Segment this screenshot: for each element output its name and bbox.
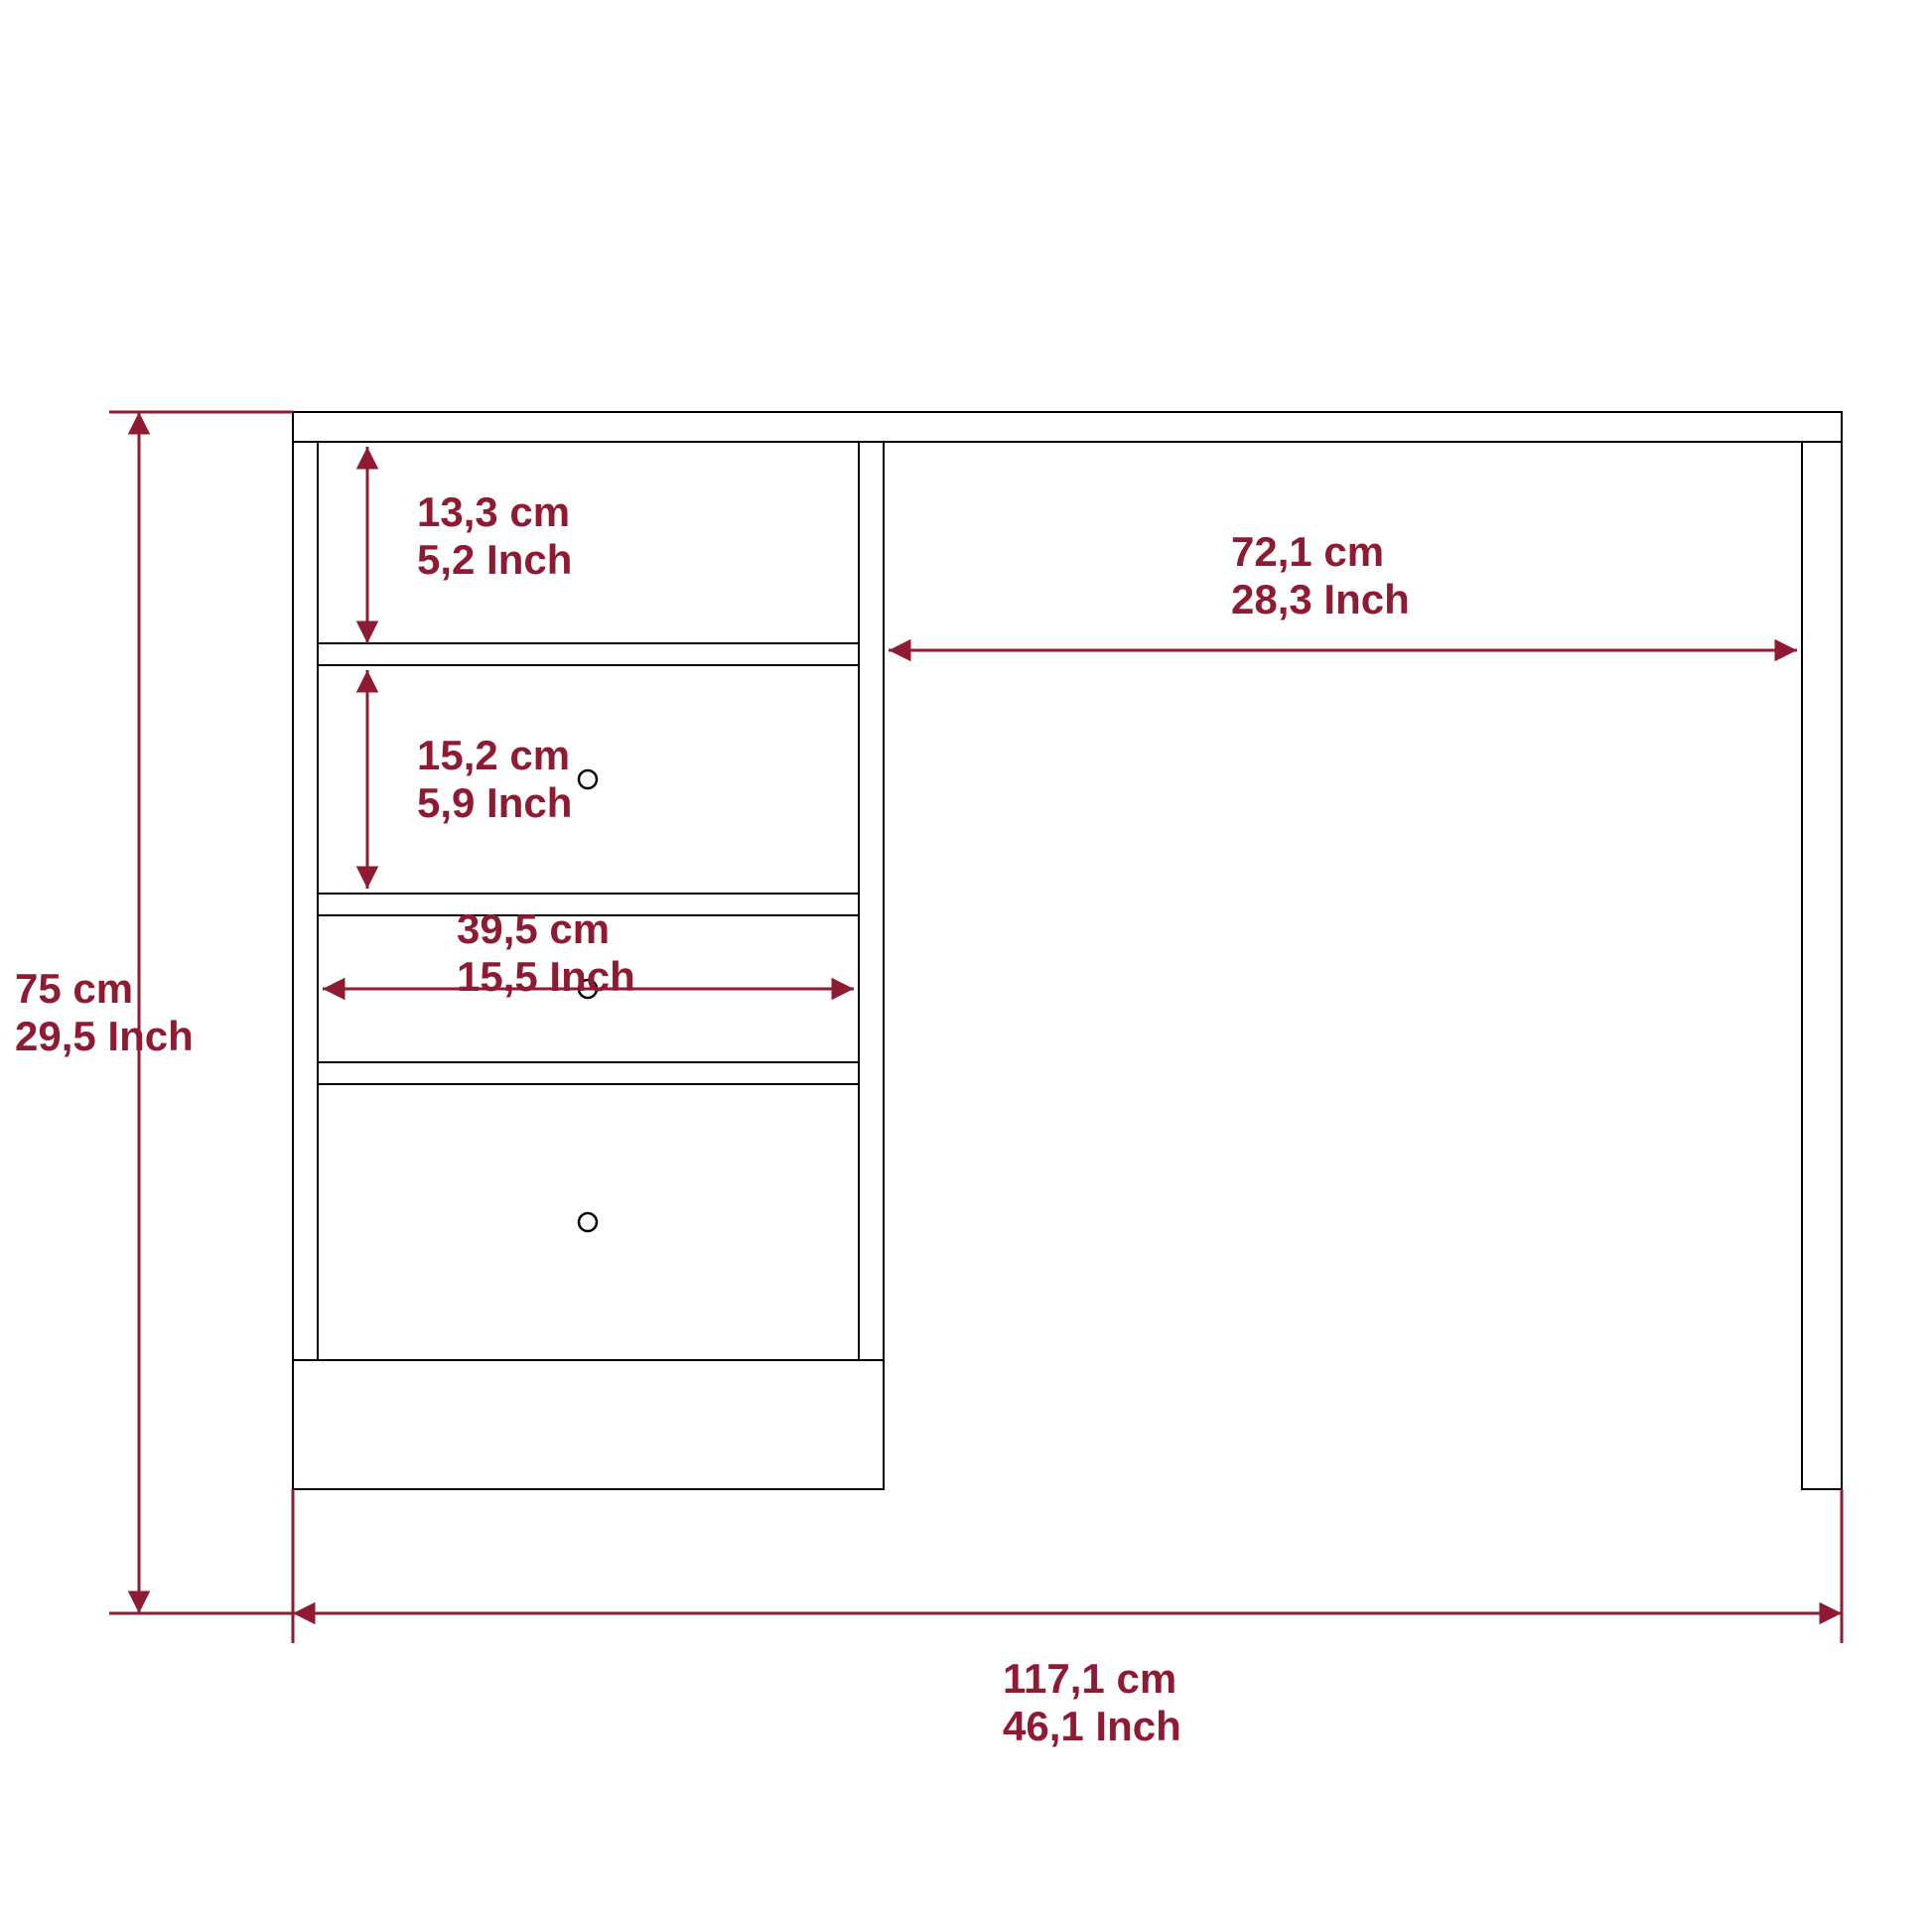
dimension-labels: 75 cm 29,5 Inch 117,1 cm 46,1 Inch 13,3 … bbox=[15, 488, 1410, 1749]
dim-shelf-cm: 13,3 cm bbox=[417, 488, 570, 535]
drawer-2-knob bbox=[579, 1213, 597, 1231]
dim-legroom-inch: 28,3 Inch bbox=[1231, 576, 1410, 622]
dim-legroom-cm: 72,1 cm bbox=[1231, 528, 1384, 575]
dimension-arrows bbox=[109, 412, 1842, 1643]
right-leg bbox=[1802, 442, 1842, 1489]
dim-drawer-inch: 5,9 Inch bbox=[417, 779, 572, 826]
drawer-2 bbox=[318, 1084, 859, 1360]
drawer-1 bbox=[318, 665, 859, 894]
dim-width-inch: 46,1 Inch bbox=[1003, 1703, 1181, 1749]
dim-height-inch: 29,5 Inch bbox=[15, 1013, 194, 1059]
dim-width-cm: 117,1 cm bbox=[1003, 1655, 1176, 1702]
dim-height-cm: 75 cm bbox=[15, 965, 133, 1012]
dim-cabinet-w-inch: 15,5 Inch bbox=[457, 953, 635, 1000]
dimension-diagram: 75 cm 29,5 Inch 117,1 cm 46,1 Inch 13,3 … bbox=[0, 0, 1932, 1932]
dim-drawer-cm: 15,2 cm bbox=[417, 732, 570, 778]
tabletop bbox=[293, 412, 1842, 442]
dim-shelf-inch: 5,2 Inch bbox=[417, 536, 572, 583]
dim-cabinet-w-cm: 39,5 cm bbox=[457, 905, 610, 952]
drawer-1-knob bbox=[579, 770, 597, 788]
